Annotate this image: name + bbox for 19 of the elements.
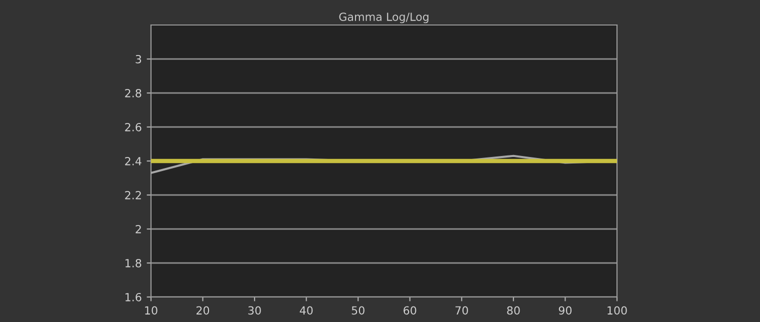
y-tick-label: 1.8 — [126, 258, 142, 268]
x-tick-label: 20 — [196, 306, 210, 315]
y-tick-label: 2.6 — [125, 122, 142, 132]
x-tick-label: 80 — [507, 306, 520, 315]
x-tick-label: 30 — [248, 306, 261, 315]
y-tick-label: 2.4 — [125, 156, 142, 166]
x-tick-label: 10 — [145, 306, 158, 315]
y-tick-label: 2 — [136, 224, 141, 234]
x-tick-label: 60 — [404, 306, 416, 315]
y-tick-label: 1.6 — [126, 292, 142, 302]
x-tick-label: 90 — [558, 306, 572, 315]
x-tick-label: 100 — [608, 306, 627, 315]
y-tick-label: 2.8 — [125, 88, 142, 98]
x-tick-label: 70 — [456, 306, 468, 315]
y-tick-label: 2.2 — [125, 190, 141, 200]
chart-title: Gamma Log/Log — [339, 12, 428, 24]
y-tick-label: 3 — [136, 54, 142, 64]
x-tick-label: 50 — [352, 306, 364, 315]
x-tick-label: 40 — [300, 306, 313, 315]
